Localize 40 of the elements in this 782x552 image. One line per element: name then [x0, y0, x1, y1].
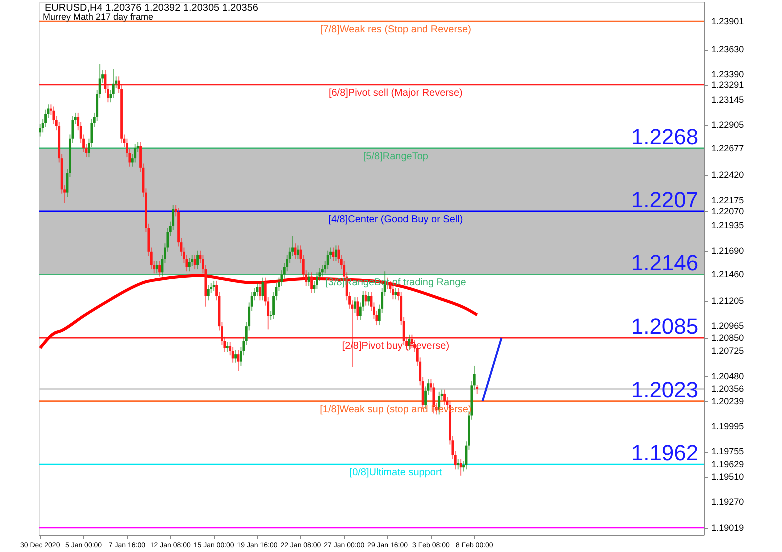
y-tick-label: 1.19510	[712, 472, 744, 482]
chart-title: EURUSD,H4 1.20376 1.20392 1.20305 1.20356	[45, 3, 259, 14]
y-tick-label: 1.23630	[712, 44, 744, 55]
y-tick-label: 1.19270	[712, 496, 744, 507]
annotation: 1.2268	[631, 124, 699, 150]
y-tick-label: 1.23901	[712, 16, 744, 27]
y-tick-label: 1.21690	[712, 246, 744, 256]
y-tick-label: 1.20725	[712, 346, 744, 356]
y-tick-label: 1.22420	[712, 170, 744, 180]
annotation: 1.2085	[631, 314, 699, 339]
y-tick-label: 1.22070	[712, 206, 744, 216]
y-tick-label: 1.22175	[712, 196, 744, 206]
annotation: 1.2207	[631, 187, 699, 212]
y-tick-label: 1.23291	[712, 80, 744, 90]
text: Murrey Math 217 day frame	[43, 12, 154, 22]
y-tick-label: 1.21205	[712, 296, 744, 306]
y-tick-label: 1.20965	[712, 321, 744, 332]
y-tick-label: 1.23145	[712, 94, 744, 105]
annotation: 1.2146	[631, 250, 699, 276]
ref-line-label: [4/8]Center (Good Buy or Sell)	[328, 214, 464, 226]
annotation: 1.1962	[631, 440, 699, 466]
y-tick-label: 1.19755	[712, 446, 744, 457]
y-tick-label: 1.20239	[712, 396, 744, 406]
y-tick-label: 1.19995	[712, 422, 744, 432]
y-tick-label: 1.22905	[712, 120, 744, 130]
y-tick-label: 1.20480	[712, 371, 744, 382]
y-tick-label: 1.22677	[712, 144, 744, 154]
y-tick-label: 1.19019	[712, 522, 744, 533]
ref-line-label: [6/8]Pivot sell (Major Reverse)	[328, 88, 463, 99]
ref-line-label: [5/8]RangeTop	[363, 152, 429, 163]
y-tick-label: 1.21460	[712, 270, 744, 280]
line-series	[38, 274, 479, 350]
y-tick-label: 1.19629	[712, 460, 744, 470]
y-tick-label: 1.20850	[712, 332, 744, 343]
annotation: 1.2023	[631, 377, 699, 402]
y-tick-label: 1.20356	[712, 384, 744, 394]
ref-line-label: [0/8]Ultimate support	[350, 468, 442, 479]
y-tick-label: 1.23390	[712, 70, 744, 80]
y-tick-label: 1.21935	[712, 220, 744, 230]
ref-line-label: [7/8]Weak res (Stop and Reverse)	[320, 24, 472, 36]
